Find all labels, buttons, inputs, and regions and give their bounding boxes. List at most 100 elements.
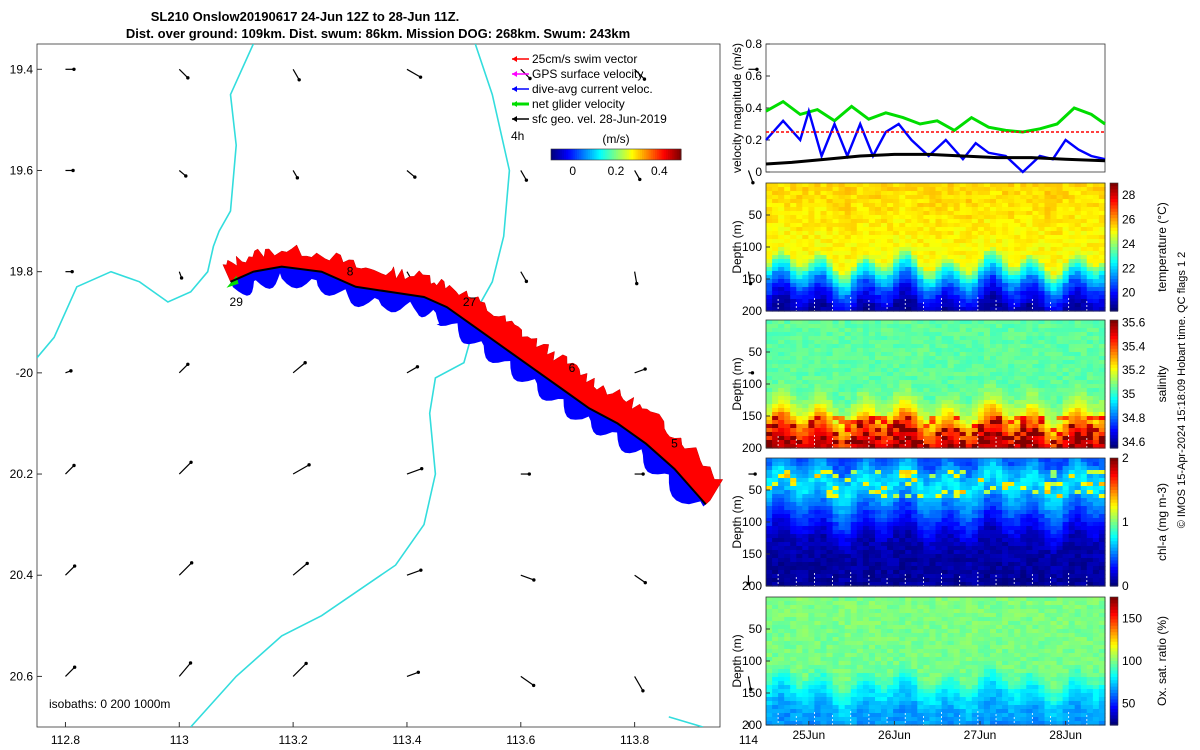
chlorophyll-cell — [868, 478, 876, 483]
temperature-cell — [977, 235, 985, 240]
temperature-cell — [1014, 291, 1021, 296]
chlorophyll-cell — [856, 558, 864, 563]
chlorophyll-cell — [766, 490, 773, 495]
temperature-cell — [887, 195, 894, 200]
salinity-cell — [1092, 352, 1100, 357]
temperature-cell — [996, 183, 1003, 188]
temperature-cell — [929, 195, 937, 200]
temperature-cell — [899, 219, 906, 224]
salinity-cell — [1086, 380, 1094, 385]
salinity-cell — [856, 376, 864, 381]
temperature-cell — [971, 231, 979, 236]
salinity-cell — [766, 352, 773, 357]
chlorophyll-cell — [911, 546, 918, 551]
salinity-cell — [820, 332, 828, 337]
temperature-cell — [1086, 219, 1094, 224]
chlorophyll-cell — [844, 510, 852, 515]
temperature-cell — [1032, 195, 1040, 200]
salinity-cell — [941, 332, 949, 337]
chlorophyll-cell — [911, 482, 918, 487]
isobath-label: isobaths: 0 200 1000m — [49, 697, 170, 711]
chlorophyll-cell — [796, 542, 803, 547]
temperature-cell — [796, 247, 803, 252]
salinity-cell — [1080, 444, 1088, 449]
chlorophyll-cell — [893, 566, 900, 571]
temperature-cell — [959, 183, 967, 188]
salinity-cell — [1074, 364, 1082, 369]
salinity-cell — [1098, 340, 1106, 345]
chlorophyll-cell — [790, 546, 797, 551]
salinity-cell — [838, 320, 846, 325]
chlorophyll-cell — [808, 502, 816, 507]
chlorophyll-cell — [899, 482, 906, 487]
temperature-cell — [971, 267, 979, 272]
temperature-colorbar-cell — [1110, 211, 1118, 216]
temperature-cell — [1044, 255, 1052, 260]
salinity-cell — [862, 364, 870, 369]
salinity-cell — [862, 320, 870, 325]
salinity-cell — [826, 408, 834, 413]
chlorophyll-cell — [820, 546, 828, 551]
chlorophyll-cell — [802, 458, 809, 463]
chlorophyll-cell — [935, 542, 943, 547]
salinity-cell — [790, 364, 797, 369]
salinity-cell — [838, 412, 846, 417]
salinity-cell — [778, 444, 785, 449]
salinity-cell — [808, 364, 816, 369]
chlorophyll-cell — [778, 506, 785, 511]
salinity-cell — [990, 384, 997, 389]
salinity-cell — [808, 388, 816, 393]
temperature-cell — [929, 199, 937, 204]
chlorophyll-cell — [881, 482, 888, 487]
chlorophyll-cell — [899, 498, 906, 503]
salinity-cell — [778, 432, 785, 437]
salinity-cell — [965, 420, 973, 425]
chlorophyll-cell — [850, 458, 858, 463]
chlorophyll-cell — [893, 526, 900, 531]
temperature-cell — [1044, 299, 1052, 304]
salinity-cell — [826, 400, 834, 405]
temperature-cell — [778, 263, 785, 268]
temperature-cell — [929, 255, 937, 260]
temperature-cell — [772, 271, 779, 276]
chlorophyll-cell — [941, 502, 949, 507]
salinity-cell — [790, 404, 797, 409]
colorbar-cell — [557, 149, 561, 160]
salinity-cell — [996, 340, 1003, 345]
chlorophyll-cell — [875, 582, 882, 587]
temperature-cell — [1032, 279, 1040, 284]
temperature-cell — [778, 199, 785, 204]
temperature-cell — [935, 239, 943, 244]
temperature-cell — [983, 195, 991, 200]
chlorophyll-cell — [826, 498, 834, 503]
temperature-cell — [983, 215, 991, 220]
temperature-cell — [1080, 215, 1088, 220]
temperature-cell — [990, 207, 997, 212]
temperature-cell — [1050, 279, 1058, 284]
salinity-cell — [1080, 440, 1088, 445]
salinity-cell — [977, 332, 985, 337]
chlorophyll-cell — [905, 502, 912, 507]
temperature-cell — [1062, 183, 1070, 188]
temperature-cell — [917, 227, 924, 232]
chlorophyll-cell — [844, 498, 852, 503]
salinity-cell — [820, 404, 828, 409]
temperature-cell — [832, 263, 840, 268]
chlorophyll-cell — [796, 582, 803, 587]
temperature-cell — [1014, 211, 1021, 216]
legend-arrowhead — [512, 101, 517, 107]
temperature-cell — [923, 283, 931, 288]
salinity-cell — [953, 340, 961, 345]
chlorophyll-cell — [832, 562, 840, 567]
temperature-cell — [778, 203, 785, 208]
temperature-cell — [790, 227, 797, 232]
temperature-cell — [1032, 231, 1040, 236]
salinity-cell — [899, 328, 906, 333]
chlorophyll-cell — [941, 506, 949, 511]
salinity-cell — [911, 412, 918, 417]
chlorophyll-cell — [802, 546, 809, 551]
salinity-cell — [905, 344, 912, 349]
salinity-cell — [850, 408, 858, 413]
salinity-cell — [893, 392, 900, 397]
temperature-cell — [1044, 275, 1052, 280]
